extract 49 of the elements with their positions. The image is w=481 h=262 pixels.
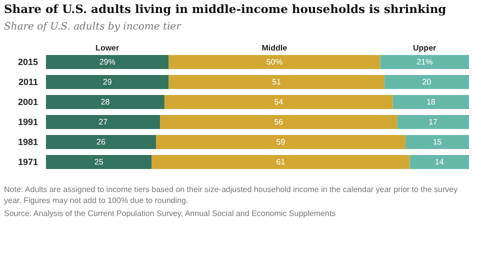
bar [168, 75, 384, 89]
data-label: 61 [276, 158, 286, 166]
bar [384, 75, 469, 89]
data-label: 17 [428, 118, 438, 126]
y-tick-label: 1991 [18, 117, 38, 127]
bar [380, 55, 469, 69]
text: Note: Adults are assigned to income tiers based on their size-adjusted household income in the calendar year prior to the survey year. Figures may not add to 100% due to rounding. [4, 185, 460, 205]
y-tick-label: 1981 [18, 137, 38, 147]
bar [406, 135, 469, 149]
bar [46, 135, 156, 149]
bar [46, 55, 169, 69]
bar [168, 55, 380, 69]
y-tick-label: 1971 [18, 157, 38, 167]
data-label: 56 [274, 118, 284, 126]
data-label: 28 [100, 98, 110, 106]
bar [46, 155, 152, 169]
data-label: 29% [99, 58, 116, 66]
data-label: 14 [434, 158, 444, 166]
y-tick-label: 2011 [18, 77, 38, 87]
bar [46, 95, 164, 109]
data-label: 26 [96, 138, 106, 146]
data-label: 18 [426, 98, 436, 106]
data-label: 59 [276, 138, 286, 146]
data-label: 21% [416, 58, 433, 66]
y-tick-label: 2015 [18, 57, 38, 67]
chart-title: Share of U.S. adults living in middle-income households is shrinking [4, 2, 446, 16]
bar [164, 95, 393, 109]
bar [160, 115, 398, 129]
bar [152, 155, 410, 169]
data-label: 50% [266, 58, 282, 66]
data-label: 20 [422, 78, 432, 86]
bar [156, 135, 406, 149]
data-label: 29 [102, 78, 112, 86]
data-label: 25 [94, 158, 104, 166]
bar [46, 75, 169, 89]
series-label: Middle [262, 44, 288, 52]
bar [397, 115, 469, 129]
source-note: Source: Analysis of the Current Population Survey, Annual Social and Economic Supplements [4, 209, 336, 218]
series-label: Lower [96, 44, 120, 52]
data-label: 54 [274, 98, 284, 106]
series-label: Upper [413, 44, 436, 52]
data-label: 27 [98, 118, 108, 126]
data-label: 15 [432, 138, 442, 146]
data-label: 51 [272, 78, 282, 86]
chart-subtitle: Share of U.S. adults by income tier [4, 22, 182, 32]
bar [392, 95, 469, 109]
y-tick-label: 2001 [18, 97, 38, 107]
bar [410, 155, 469, 169]
bar [46, 115, 160, 129]
